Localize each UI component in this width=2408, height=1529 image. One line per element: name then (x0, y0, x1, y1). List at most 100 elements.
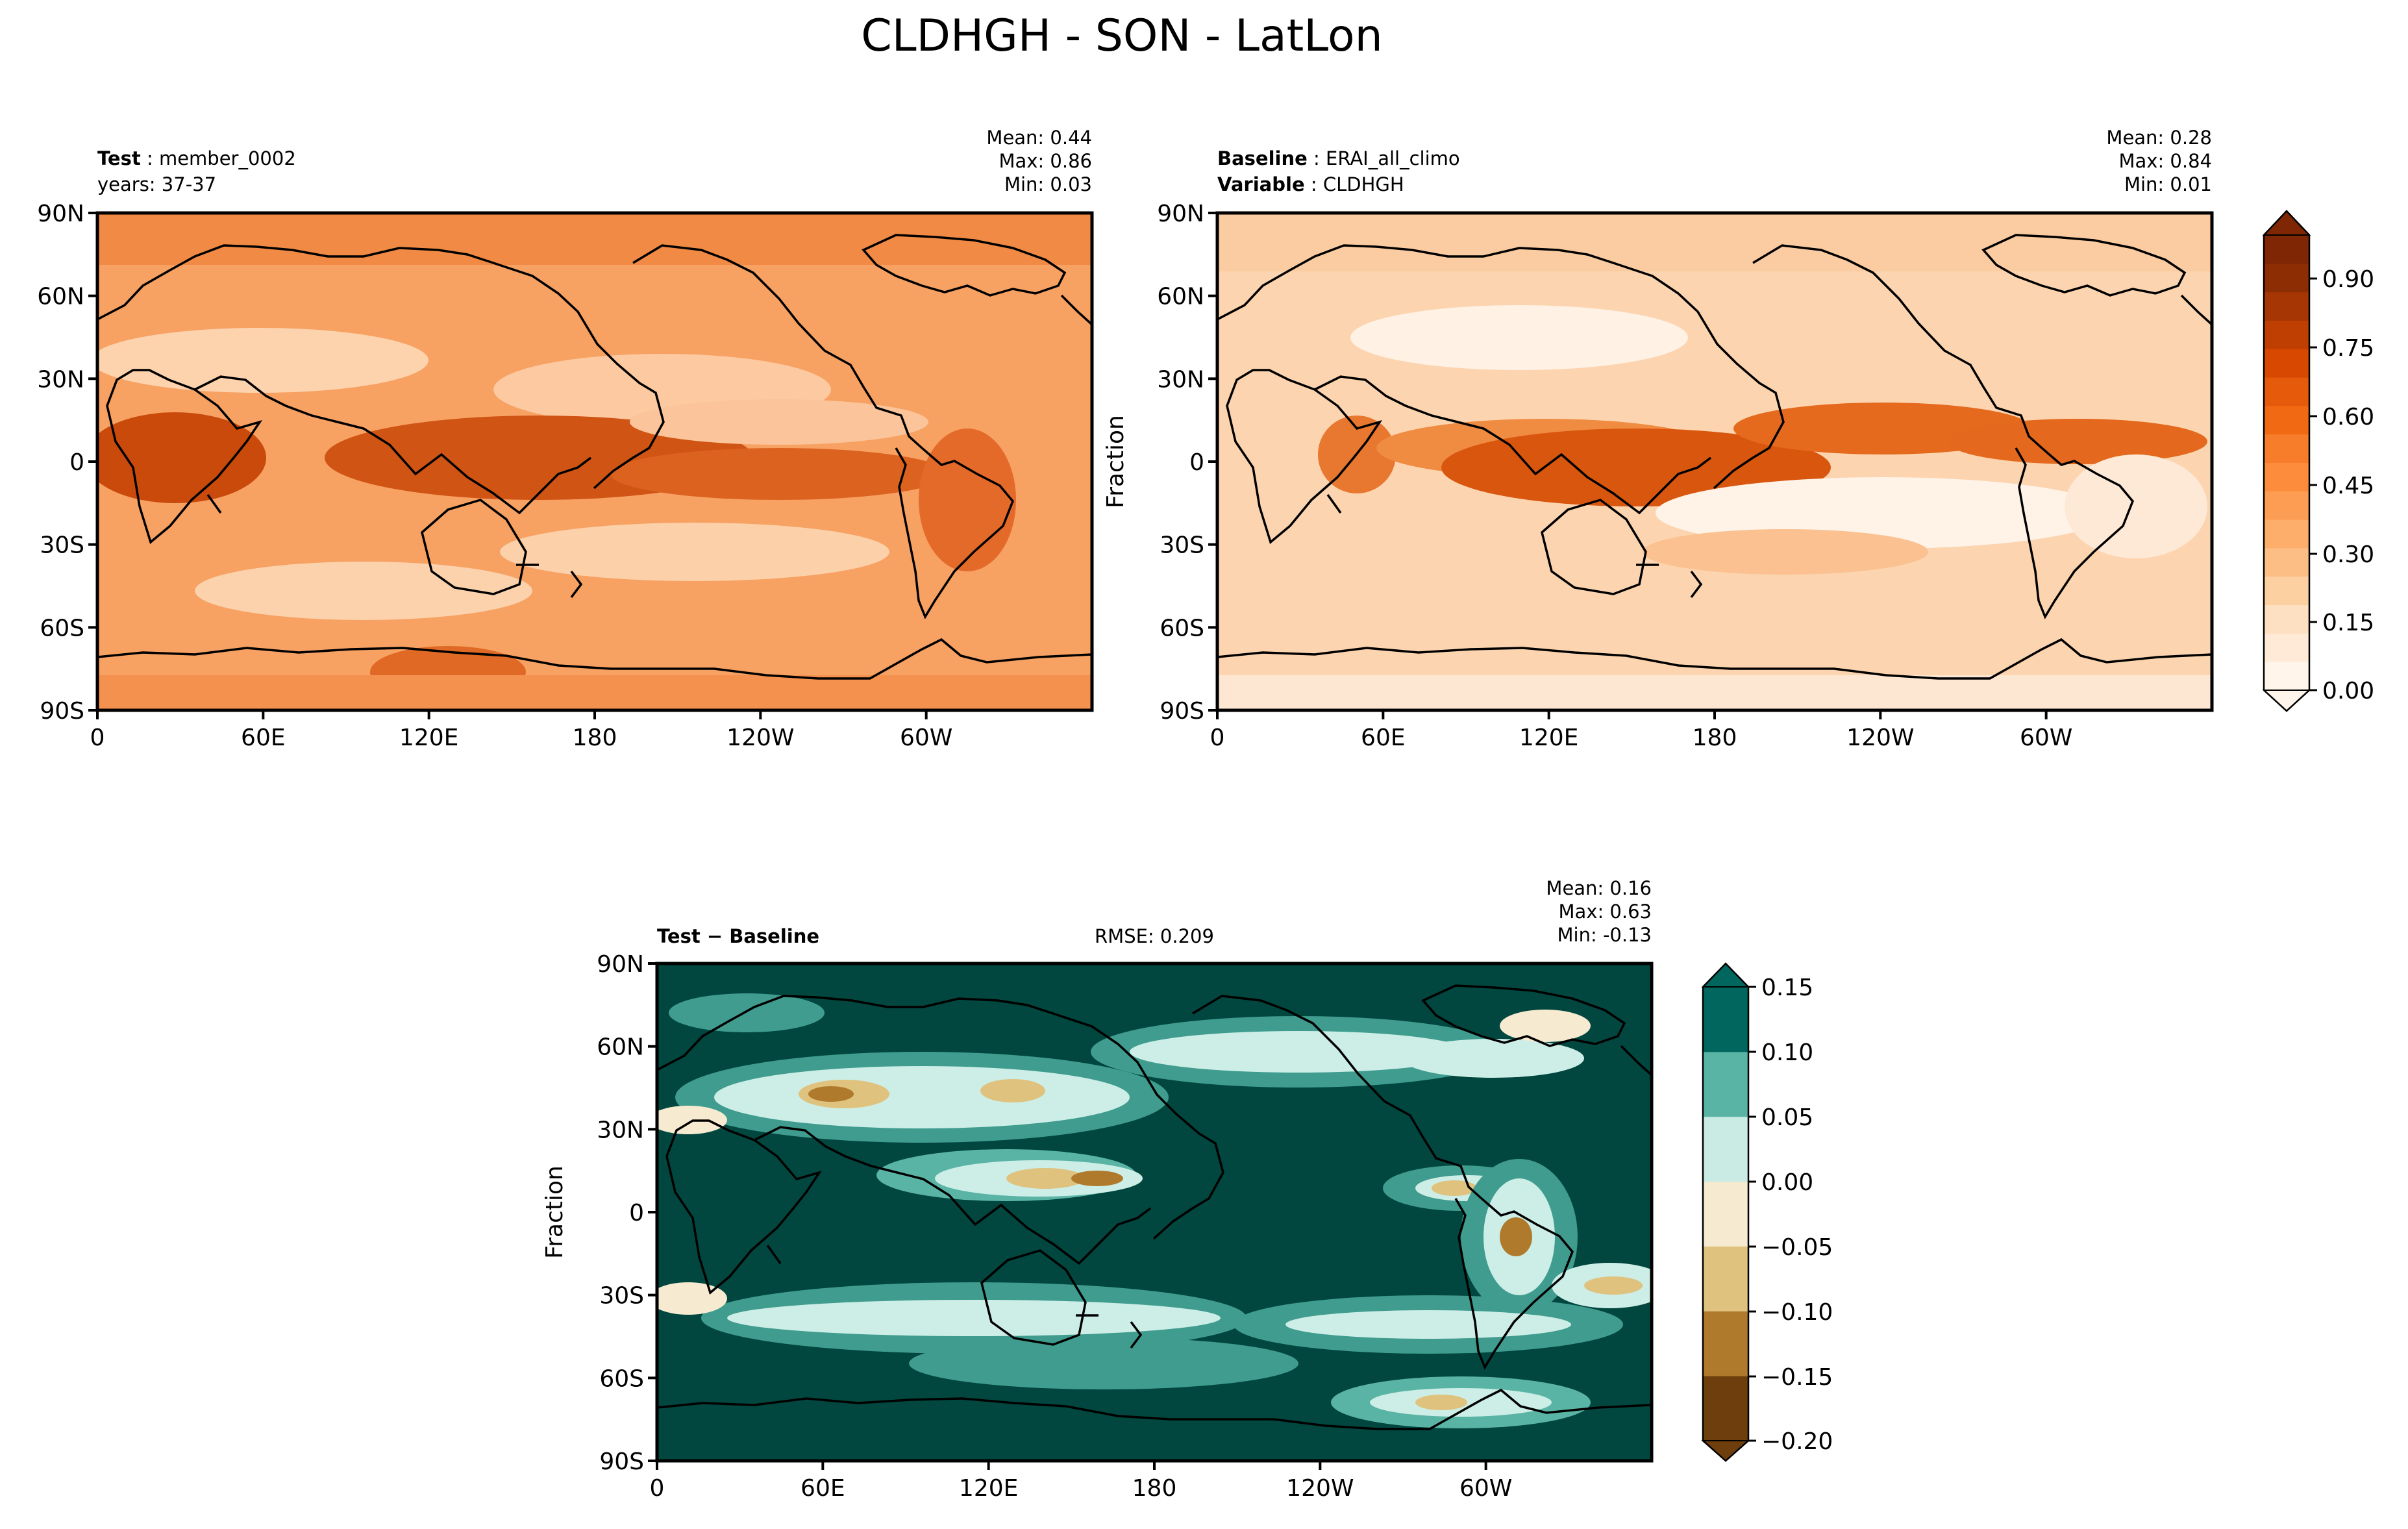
colorbar-oranges-tick-label: 0.00 (2322, 678, 2374, 704)
colorbar-diverging-swatch (1703, 987, 1748, 1052)
baseline-label-value: ERAI_all_climo (1326, 147, 1460, 169)
test-ytick-label: 90N (37, 201, 84, 227)
baseline-ylabel: Fraction (1102, 415, 1129, 508)
baseline-label: Baseline : ERAI_all_climo (1217, 147, 1460, 169)
diff-ytick-label: 60N (597, 1034, 644, 1061)
baseline-stat-min: Min: 0.01 (2124, 173, 2212, 195)
diff-ytick-label: 30S (599, 1283, 644, 1310)
test-stat-max: Max: 0.86 (999, 150, 1092, 172)
diff-xtick-label: 180 (1132, 1475, 1177, 1502)
colorbar-diverging-swatch (1703, 1181, 1748, 1247)
colorbar-oranges-swatch (2264, 576, 2309, 606)
colorbar-oranges-swatch (2264, 377, 2309, 406)
colorbar-oranges-swatch (2264, 491, 2309, 520)
colorbar-oranges-swatch (2264, 604, 2309, 634)
diff-xtick-label: 60E (801, 1475, 845, 1502)
diff-ytick-label: 90S (599, 1448, 644, 1475)
baseline-ytick-label: 60S (1160, 615, 1204, 641)
diff-ytick-label: 0 (629, 1200, 644, 1226)
colorbar-diverging-swatch (1703, 1311, 1748, 1376)
colorbar-oranges-swatch (2264, 320, 2309, 349)
colorbar-oranges-swatch (2264, 405, 2309, 435)
test-xtick-label: 120W (726, 725, 794, 751)
colorbar-oranges-swatch (2264, 235, 2309, 264)
colorbar-diverging-tick-label: 0.10 (1761, 1039, 1813, 1066)
test-label: Test : member_0002 (97, 147, 296, 169)
diff-rmse: RMSE: 0.209 (1095, 925, 1214, 947)
diff-xtick-label: 0 (650, 1475, 665, 1502)
colorbar-diverging: 0.15 0.10 0.05 0.00 −0.05 −0.10 −0.15 −0.20 (1701, 962, 1833, 1462)
colorbar-oranges: 0.90 0.75 0.60 0.45 0.30 0.15 0.00 (2262, 210, 2374, 712)
test-stat-mean: Mean: 0.44 (986, 127, 1092, 149)
colorbar-diverging-swatch (1703, 1116, 1748, 1182)
baseline-xtick-label: 180 (1693, 725, 1737, 751)
colorbar-diverging-tick-label: −0.15 (1761, 1364, 1833, 1391)
colorbar-oranges-tick-label: 0.90 (2322, 266, 2374, 293)
colorbar-oranges-tick-label: 0.30 (2322, 541, 2374, 568)
colorbar-oranges-swatch (2264, 349, 2309, 378)
test-ytick-label: 30N (37, 366, 84, 393)
test-xtick-label: 120E (399, 725, 458, 751)
colorbar-diverging-tick-label: −0.10 (1761, 1299, 1833, 1326)
colorbar-diverging-swatch (1703, 1376, 1748, 1441)
colorbar-oranges-tick-label: 0.60 (2322, 404, 2374, 430)
colorbar-oranges-swatch (2264, 434, 2309, 463)
test-xtick-label: 180 (573, 725, 617, 751)
baseline-ytick-label: 0 (1189, 449, 1204, 476)
test-xtick-label: 0 (90, 725, 105, 751)
colorbar-oranges-tick-label: 0.45 (2322, 473, 2374, 499)
baseline-ytick-label: 30S (1160, 532, 1204, 559)
test-map-field (97, 213, 1092, 710)
test-ytick-label: 30S (40, 532, 84, 559)
diff-ytick-label: 30N (597, 1117, 644, 1143)
baseline-ytick-label: 30N (1157, 366, 1204, 393)
test-ytick-label: 0 (69, 449, 84, 476)
baseline-ytick-label: 90N (1157, 201, 1204, 227)
baseline-xtick-label: 60E (1361, 725, 1406, 751)
diff-ytick-label: 90N (597, 951, 644, 978)
colorbar-oranges-swatch (2264, 519, 2309, 549)
diff-ylabel: Fraction (541, 1165, 568, 1259)
diff-xtick-label: 120W (1286, 1475, 1354, 1502)
baseline-xtick-label: 120E (1519, 725, 1578, 751)
diff-xtick-label: 60W (1459, 1475, 1512, 1502)
test-label-bold: Test (97, 147, 141, 169)
test-ytick-label: 60N (37, 284, 84, 310)
colorbar-oranges-extend-min (2262, 690, 2311, 712)
colorbar-oranges-swatch (2264, 662, 2309, 691)
colorbar-oranges-swatch (2264, 263, 2309, 293)
baseline-variable-bold: Variable (1217, 173, 1305, 195)
baseline-label-bold: Baseline (1217, 147, 1308, 169)
baseline-xtick-label: 0 (1210, 725, 1225, 751)
figure-title: CLDHGH - SON - LatLon (861, 10, 1382, 62)
colorbar-oranges-swatch (2264, 547, 2309, 577)
colorbar-oranges-tick-label: 0.15 (2322, 610, 2374, 636)
test-xtick-label: 60E (241, 725, 286, 751)
colorbar-oranges-swatch (2264, 633, 2309, 662)
colorbar-diverging-tick-label: −0.05 (1761, 1234, 1833, 1261)
test-stat-min: Min: 0.03 (1004, 173, 1092, 195)
colorbar-oranges-swatch (2264, 462, 2309, 491)
baseline-stat-mean: Mean: 0.28 (2106, 127, 2212, 149)
baseline-coastlines (1217, 234, 2212, 680)
colorbar-oranges-extend-max (2262, 210, 2311, 236)
diff-stat-max: Max: 0.63 (1558, 901, 1652, 923)
diff-ytick-label: 60S (599, 1365, 644, 1392)
colorbar-diverging-swatch (1703, 1051, 1748, 1117)
baseline-variable-value: CLDHGH (1323, 173, 1404, 195)
baseline-xtick-label: 120W (1846, 725, 1914, 751)
test-label-value: member_0002 (159, 147, 296, 169)
colorbar-diverging-swatch (1703, 1246, 1748, 1311)
diff-panel: Test − Baseline RMSE: 0.209 Mean: 0.16 M… (541, 877, 1654, 1502)
diff-stat-min: Min: -0.13 (1558, 924, 1652, 946)
baseline-ytick-label: 90S (1160, 698, 1204, 725)
diff-xtick-label: 120E (959, 1475, 1018, 1502)
baseline-panel: Baseline : ERAI_all_climo Variable : CLD… (1102, 127, 2214, 751)
baseline-xtick-label: 60W (2020, 725, 2072, 751)
test-panel: Test : member_0002 years: 37-37 Mean: 0.… (37, 127, 1094, 751)
test-years: years: 37-37 (97, 173, 216, 195)
